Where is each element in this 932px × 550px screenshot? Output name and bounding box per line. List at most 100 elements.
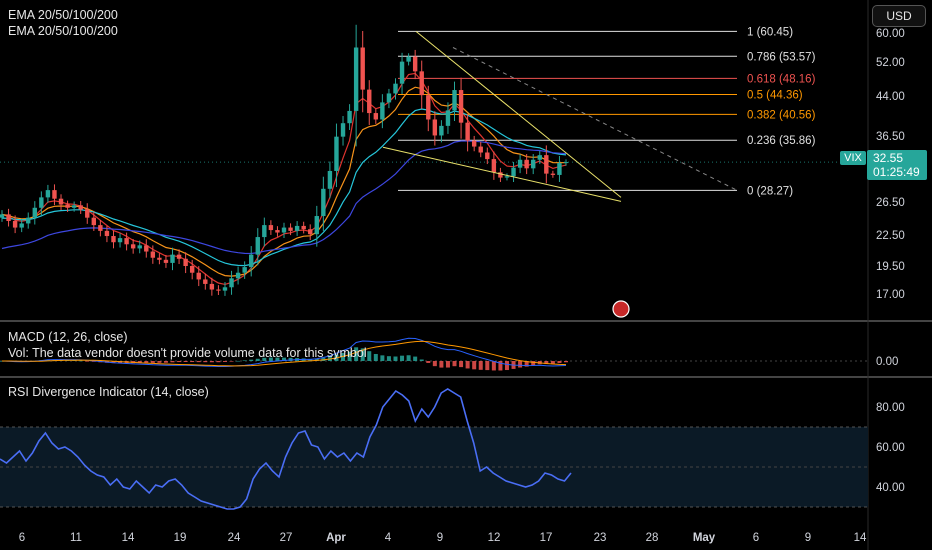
candle-body xyxy=(294,225,300,231)
candle-body xyxy=(511,167,516,177)
candle-body xyxy=(353,47,359,111)
candle-body xyxy=(524,159,529,169)
candle-body xyxy=(445,110,451,126)
fib-level-label: 0.618 (48.16) xyxy=(747,73,816,85)
macd-histogram-bar xyxy=(229,361,234,362)
macd-histogram-bar xyxy=(498,361,503,371)
candle-body xyxy=(491,159,497,173)
candle-body xyxy=(91,217,97,226)
candle-body xyxy=(71,205,77,208)
volume-indicator-label[interactable]: Vol: The data vendor doesn't provide vol… xyxy=(8,346,367,360)
rsi-axis-tick: 40.00 xyxy=(876,482,905,494)
candle-body xyxy=(373,113,379,120)
candle-body xyxy=(19,223,24,228)
candle-body xyxy=(45,190,51,198)
macd-histogram-bar xyxy=(268,357,273,361)
ema100-line xyxy=(1,108,567,267)
candle-body xyxy=(531,159,536,169)
macd-histogram-bar xyxy=(373,353,378,361)
rsi-axis-tick: 80.00 xyxy=(876,402,905,414)
price-axis-tick: 36.50 xyxy=(876,131,905,143)
macd-histogram-bar xyxy=(544,361,549,365)
trendline-lower xyxy=(382,146,622,202)
candle-body xyxy=(229,278,234,288)
time-axis-tick: 12 xyxy=(488,532,501,544)
last-price: 32.55 xyxy=(873,151,904,165)
candle-body xyxy=(39,197,44,208)
macd-histogram-bar xyxy=(491,361,496,371)
candle-body xyxy=(130,244,136,249)
macd-histogram-bar xyxy=(78,360,83,362)
macd-histogram-bar xyxy=(557,361,562,363)
symbol-price-tag: VIX xyxy=(840,151,866,165)
macd-histogram-bar xyxy=(354,347,359,361)
fib-level-label: 0 (28.27) xyxy=(747,185,793,197)
candle-body xyxy=(321,188,326,217)
macd-histogram-bar xyxy=(367,351,372,361)
macd-histogram-bar xyxy=(157,361,162,363)
time-axis-tick: 23 xyxy=(594,532,607,544)
candle-body xyxy=(249,254,254,268)
ema-indicator-label[interactable]: EMA 20/50/100/200 xyxy=(8,8,118,22)
candle-body xyxy=(65,204,70,208)
macd-histogram-bar xyxy=(432,361,437,367)
candle-body xyxy=(504,176,510,178)
candle-body xyxy=(347,110,352,124)
macd-histogram-bar xyxy=(203,361,208,363)
projection-line xyxy=(452,47,738,191)
macd-histogram-bar xyxy=(275,357,280,361)
rsi-indicator-label[interactable]: RSI Divergence Indicator (14, close) xyxy=(8,385,209,399)
candle-body xyxy=(380,102,385,120)
macd-histogram-bar xyxy=(400,355,405,361)
candle-body xyxy=(189,266,195,273)
candle-body xyxy=(78,205,83,210)
candle-body xyxy=(458,90,464,123)
ema-indicator-label-2[interactable]: EMA 20/50/100/200 xyxy=(8,24,118,38)
candle-body xyxy=(235,272,241,279)
macd-histogram-bar xyxy=(347,351,352,361)
fib-level-label: 1 (60.45) xyxy=(747,26,793,38)
candle-body xyxy=(340,123,346,137)
candle-body xyxy=(183,258,188,266)
price-axis-tick: 44.00 xyxy=(876,91,905,103)
candle-body xyxy=(465,122,470,141)
candle-body xyxy=(544,155,549,174)
candle-body xyxy=(281,227,287,233)
macd-histogram-bar xyxy=(249,359,254,361)
candle-body xyxy=(308,229,313,235)
macd-histogram-bar xyxy=(380,355,385,361)
macd-histogram-bar xyxy=(531,361,536,366)
candle-body xyxy=(216,289,221,291)
fib-level-label: 0.236 (35.86) xyxy=(747,135,816,147)
macd-histogram-bar xyxy=(163,361,168,363)
candle-body xyxy=(314,216,319,235)
candle-body xyxy=(517,159,523,168)
bar-countdown: 01:25:49 xyxy=(873,165,920,179)
candle-body xyxy=(426,95,431,120)
candle-body xyxy=(85,209,90,218)
macd-histogram-bar xyxy=(485,361,490,371)
currency-button[interactable]: USD xyxy=(872,5,926,27)
macd-histogram-bar xyxy=(111,361,116,364)
candle-body xyxy=(288,227,293,231)
candle-body xyxy=(26,217,31,224)
macd-histogram-bar xyxy=(242,360,247,361)
candle-body xyxy=(150,251,156,258)
time-axis-tick: 11 xyxy=(70,532,82,544)
candle-body xyxy=(255,237,260,255)
candle-body xyxy=(137,245,142,249)
price-axis-tick: 22.50 xyxy=(876,230,905,242)
price-axis-tick: 52.00 xyxy=(876,57,905,69)
price-axis-tick: 26.50 xyxy=(876,197,905,209)
macd-histogram-bar xyxy=(439,361,444,368)
macd-histogram-bar xyxy=(255,358,260,361)
macd-indicator-label[interactable]: MACD (12, 26, close) xyxy=(8,330,128,344)
trendline-upper xyxy=(415,30,622,198)
candle-body xyxy=(563,162,569,164)
macd-histogram-bar xyxy=(144,361,149,363)
candle-body xyxy=(242,267,247,273)
macd-histogram-bar xyxy=(518,361,523,368)
time-axis-tick: 9 xyxy=(805,532,811,544)
macd-histogram-bar xyxy=(236,360,241,362)
